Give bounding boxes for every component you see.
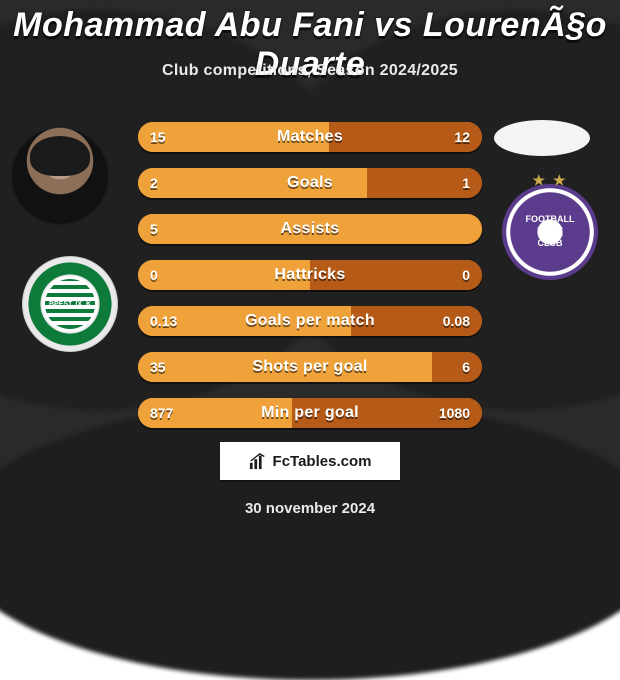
stat-row: Goals per match0.130.08 (138, 306, 482, 336)
club-right-bot: CLUB (526, 239, 575, 249)
stat-row: Goals21 (138, 168, 482, 198)
stat-bars: Matches1512 Goals21 Assists5 Hattricks00 Goa… (138, 122, 482, 444)
club-badge-right-stars: ★ ★ (533, 172, 568, 189)
stat-row: Matches1512 (138, 122, 482, 152)
player-placeholder-right (494, 120, 590, 156)
stat-seg-left (138, 352, 432, 382)
club-badge-right: ★ ★ FOOTBALL UTE CLUB (502, 184, 598, 280)
stat-row: Min per goal8771080 (138, 398, 482, 428)
subtitle: Club competitions, Season 2024/2025 (0, 62, 620, 80)
stat-row: Shots per goal356 (138, 352, 482, 382)
date-text: 30 november 2024 (0, 500, 620, 517)
club-right-mid: UTE (526, 225, 575, 239)
club-badge-left: BPEST. IX. K (22, 256, 118, 352)
stat-row: Hattricks00 (138, 260, 482, 290)
stat-seg-right (310, 260, 482, 290)
stat-seg-right (367, 168, 482, 198)
stat-row: Assists5 (138, 214, 482, 244)
brand-box: FcTables.com (220, 442, 400, 480)
club-badge-right-text: FOOTBALL UTE CLUB (526, 215, 575, 249)
stat-seg-right (351, 306, 482, 336)
stat-seg-right (292, 398, 482, 428)
stat-seg-left (138, 306, 351, 336)
brand-icon (249, 452, 267, 470)
stat-seg-left (138, 214, 482, 244)
stat-seg-right (329, 122, 482, 152)
club-badge-left-inner: BPEST. IX. K (42, 276, 98, 332)
stat-seg-left (138, 398, 292, 428)
player-photo-left (10, 126, 110, 226)
stat-seg-left (138, 168, 367, 198)
stat-seg-left (138, 122, 329, 152)
stat-seg-left (138, 260, 310, 290)
stat-seg-right (432, 352, 482, 382)
brand-text: FcTables.com (273, 453, 372, 470)
